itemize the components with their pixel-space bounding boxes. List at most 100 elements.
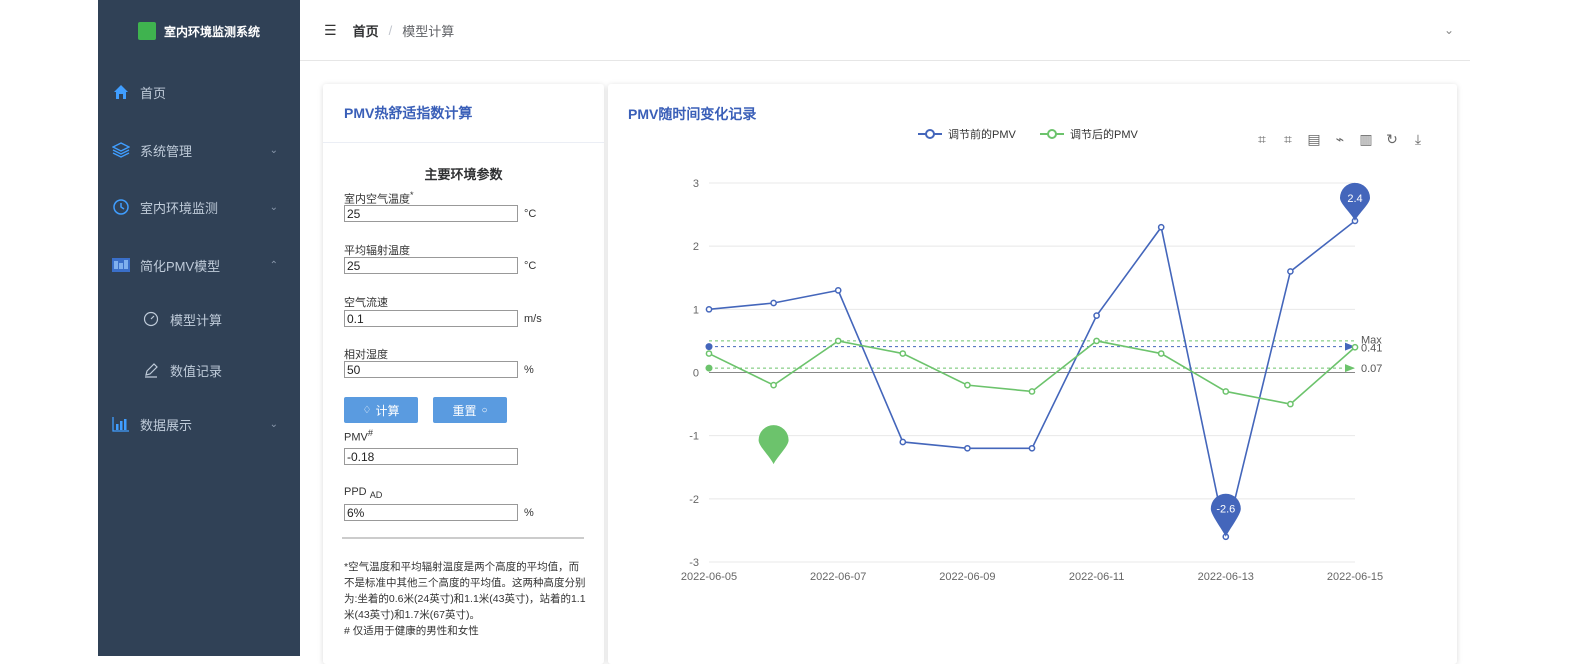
avg-label-green: 0.07 — [1361, 363, 1382, 375]
footnote: *空气温度和平均辐射温度是两个高度的平均值，而不是标准中其他三个高度的平均值。这… — [344, 559, 586, 639]
sidebar-item-records[interactable]: 数值记录 — [98, 350, 300, 390]
avg-label-blue: 0.41 — [1361, 343, 1382, 355]
zoom-icon[interactable]: ⌗ — [1258, 130, 1266, 147]
ppd-unit: % — [524, 507, 534, 519]
ppd-label: PPD AD — [344, 486, 383, 501]
chart-toolbar: ⌗ ⌗ ▤ ⌁ ▥ ↻ ⤓ — [1253, 130, 1427, 148]
sidebar-item-label: 首页 — [140, 85, 167, 101]
y-tick-label: 1 — [693, 304, 699, 316]
chevron-up-icon: ⌃ — [269, 259, 278, 271]
grid-icon — [112, 256, 130, 274]
sidebar-item-monitor[interactable]: 室内环境监测 ⌄ — [98, 187, 300, 227]
hamburger-icon[interactable]: ☰ — [324, 21, 337, 38]
data-point — [770, 381, 777, 389]
monitor-icon — [112, 198, 130, 216]
chart-panel-title: PMV随时间变化记录 — [628, 106, 757, 122]
humidity-input[interactable]: 50 — [344, 361, 518, 378]
chevron-down-icon: ⌄ — [269, 418, 278, 430]
pmv-calc-card: PMV热舒适指数计算 主要环境参数 室内空气温度* 25 °C 平均辐射温度 2… — [323, 84, 604, 664]
fire-icon: ♢ — [362, 404, 372, 416]
pmv-line-chart: 3 2 1 0 -1 -2 -3 2022-06-05 2022-06-07 2022-06-09… — [681, 127, 1383, 583]
breadcrumb-home[interactable]: 首页 — [352, 23, 379, 39]
pen-icon — [142, 361, 160, 379]
sidebar-item-system[interactable]: 系统管理 ⌄ — [98, 130, 300, 170]
air-speed-input[interactable]: 0.1 — [344, 310, 518, 327]
data-point — [1287, 400, 1294, 408]
refresh-icon: ○ — [481, 404, 488, 416]
green-min-marker — [758, 425, 789, 465]
air-speed-unit: m/s — [524, 313, 542, 325]
sidebar-item-label: 室内环境监测 — [140, 200, 219, 216]
data-point — [834, 337, 842, 345]
avg-arrow-green — [1345, 364, 1355, 373]
air-temp-label: 室内空气温度* — [344, 190, 414, 206]
data-point — [1093, 337, 1100, 345]
radiant-temp-label: 平均辐射温度 — [344, 245, 410, 257]
air-temp-unit: °C — [524, 208, 537, 220]
restore-icon[interactable]: ↻ — [1386, 130, 1398, 147]
sidebar-item-label: 数值记录 — [170, 363, 223, 379]
legend-label: 调节后的PMV — [1070, 127, 1138, 141]
zoom-reset-icon[interactable]: ⌗ — [1284, 130, 1292, 147]
reset-button[interactable]: 重置 ○ — [433, 397, 507, 423]
humidity-label: 相对湿度 — [344, 349, 388, 361]
divider — [342, 537, 584, 539]
pmv-output: -0.18 — [344, 448, 518, 465]
x-tick-label: 2022-06-13 — [1198, 571, 1254, 583]
sidebar-item-pmv-model[interactable]: 简化PMV模型 ⌃ — [98, 245, 300, 285]
gauge-icon — [142, 310, 160, 328]
reset-button-label: 重置 — [452, 403, 477, 418]
max-marker — [1340, 182, 1370, 221]
main-area: ☰ 首页 / 模型计算 ⌄ — [300, 0, 1472, 656]
data-point — [705, 350, 713, 357]
air-temp-input[interactable]: 25 — [344, 205, 518, 222]
breadcrumb-separator: / — [388, 22, 393, 38]
min-marker-label: -2.6 — [1216, 504, 1235, 516]
x-tick-label: 2022-06-05 — [681, 571, 737, 583]
sidebar-item-model-calc[interactable]: 模型计算 — [98, 299, 300, 339]
data-point — [1093, 312, 1100, 319]
y-tick-label: 3 — [693, 178, 699, 190]
building-icon — [137, 22, 156, 40]
app-logo[interactable]: 室内环境监测系统 — [98, 0, 300, 62]
x-tick-label: 2022-06-15 — [1327, 571, 1383, 583]
radiant-temp-input[interactable]: 25 — [344, 257, 518, 274]
download-icon[interactable]: ⤓ — [1414, 130, 1422, 147]
data-point — [964, 444, 971, 452]
avg-start-blue — [705, 343, 713, 351]
bar-chart-icon — [112, 415, 130, 433]
avg-tag-label: Max — [1361, 335, 1382, 347]
x-tick-label: 2022-06-09 — [939, 571, 995, 583]
section-title: 主要环境参数 — [424, 167, 503, 182]
calc-card-title: PMV热舒适指数计算 — [323, 84, 604, 143]
sidebar-item-home[interactable]: 首页 — [98, 72, 300, 112]
ppd-output: 6% — [344, 504, 518, 521]
avg-arrow-blue — [1345, 342, 1355, 351]
sidebar-item-label: 简化PMV模型 — [140, 258, 221, 274]
line-switch-icon[interactable]: ⌁ — [1335, 130, 1345, 147]
bar-switch-icon[interactable]: ▥ — [1359, 130, 1373, 147]
humidity-unit: % — [524, 364, 534, 376]
breadcrumb-current: 模型计算 — [402, 23, 455, 39]
max-marker-label: 2.4 — [1347, 193, 1362, 205]
x-tick-label: 2022-06-07 — [810, 571, 866, 583]
y-tick-label: 2 — [693, 241, 699, 253]
series-line — [708, 220, 1356, 537]
footnote-1: *空气温度和平均辐射温度是两个高度的平均值，而不是标准中其他三个高度的平均值。这… — [344, 561, 586, 621]
data-view-icon[interactable]: ▤ — [1307, 130, 1321, 147]
y-tick-label: -3 — [689, 557, 699, 569]
calc-button-label: 计算 — [375, 403, 400, 418]
sidebar-item-data-display[interactable]: 数据展示 ⌄ — [98, 404, 300, 444]
pmv-label: PMV# — [344, 428, 373, 444]
sidebar-item-label: 数据展示 — [140, 417, 193, 433]
pmv-chart-card: PMV随时间变化记录 ⌗ ⌗ ▤ ⌁ ▥ ↻ ⤓ 3 2 1 0 -1 -2 -3 2022-… — [608, 84, 1457, 664]
min-marker — [1210, 493, 1241, 537]
data-point — [1028, 388, 1036, 395]
calc-button[interactable]: ♢ 计算 — [344, 397, 418, 423]
avg-start-green — [705, 364, 713, 372]
data-point — [899, 438, 907, 446]
chevron-down-icon[interactable]: ⌄ — [1443, 23, 1454, 37]
legend-label: 调节前的PMV — [948, 127, 1016, 141]
air-speed-label: 空气流速 — [344, 297, 388, 309]
chevron-down-icon: ⌄ — [269, 201, 278, 213]
